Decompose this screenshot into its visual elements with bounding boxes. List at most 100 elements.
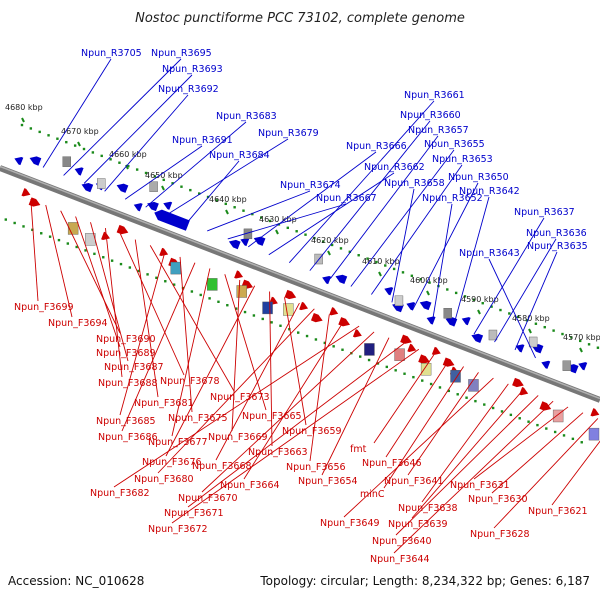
upper-track-dot: [29, 127, 33, 130]
forward-gene-shape: [590, 408, 600, 417]
upper-track-dot: [206, 195, 210, 199]
lower-track-dot: [403, 372, 406, 375]
upper-track-dot: [428, 281, 431, 284]
lower-track-dot: [483, 403, 486, 406]
forward-gene-label: Npun_F3656: [286, 462, 346, 473]
upper-track-dot: [384, 264, 387, 267]
forward-gene-shape: [418, 354, 430, 364]
lower-track-dot: [536, 423, 539, 427]
upper-track-dot: [304, 233, 307, 236]
upper-track-dot: [20, 123, 24, 127]
forward-leader-line: [551, 440, 600, 506]
lower-track-dot: [412, 375, 415, 379]
forward-gene-arrow: [512, 377, 524, 388]
backbone-line: [0, 165, 600, 403]
reverse-gene-shape: [133, 203, 143, 212]
kbp-tick-mark: [327, 250, 331, 256]
upper-track-dot: [242, 209, 245, 212]
reverse-gene-labels: Npun_R3705 Npun_R3695 Npun_R3693 Npun_R3692…: [81, 48, 588, 259]
upper-track-dot: [109, 158, 112, 161]
reverse-leader-line: [391, 188, 415, 303]
forward-gene-arrow: [159, 247, 169, 257]
upper-track-dot: [162, 178, 165, 182]
kbp-tick-mark: [21, 117, 25, 123]
forward-gene-arrow: [519, 387, 529, 396]
upper-track-dot: [330, 243, 334, 247]
reverse-gene-arrow: [147, 201, 159, 212]
forward-leader-line: [407, 372, 479, 476]
upper-track-dot: [215, 199, 219, 202]
reverse-gene-shape: [419, 300, 432, 311]
forward-gene-label: Npun_F3640: [372, 536, 432, 547]
lower-track-dot: [456, 393, 459, 396]
lower-track-dot: [234, 307, 238, 310]
forward-gene-label: Npun_F3641: [384, 476, 444, 487]
reverse-gene-arrow: [322, 275, 332, 285]
reverse-gene-arrow: [384, 287, 394, 296]
forward-leader-line: [157, 308, 315, 474]
lower-track-dot: [48, 235, 52, 238]
reverse-gene-label: Npun_R3637: [514, 207, 575, 218]
accession-text: Accession: NC_010628: [8, 574, 144, 588]
forward-gene-label: Npun_F3687: [104, 362, 164, 373]
lower-track-dot: [66, 242, 70, 245]
reverse-gene-shape: [81, 182, 94, 193]
forward-gene-label: minC: [360, 489, 385, 500]
forward-gene-label: Npun_F3639: [388, 519, 448, 530]
upper-track-dot: [171, 182, 174, 185]
forward-gene-arrow: [329, 307, 339, 316]
upper-track-dot: [224, 202, 227, 206]
lower-track-dot: [75, 245, 78, 249]
upper-track-dot: [73, 144, 77, 147]
upper-track-dot: [65, 140, 68, 144]
forward-leader-line: [473, 406, 569, 480]
upper-track-dot: [268, 219, 272, 223]
lower-track-dot: [527, 420, 530, 423]
upper-track-dot: [499, 308, 502, 312]
lower-track-dot: [172, 283, 176, 286]
reverse-gene-block: [528, 336, 538, 348]
forward-gene-shape: [519, 387, 529, 396]
forward-gene-arrow: [284, 289, 297, 300]
forward-leader-line: [373, 354, 435, 444]
reverse-gene-arrow: [419, 300, 432, 311]
forward-leader-line: [30, 199, 39, 302]
lower-track-dot: [137, 269, 140, 273]
kbp-tick-label: 4680 kbp: [5, 103, 43, 112]
lower-track-dot: [571, 437, 575, 441]
upper-track-dot: [357, 254, 360, 257]
forward-gene-label: Npun_F3638: [398, 503, 458, 514]
reverse-gene-shape: [384, 287, 394, 296]
lower-track-dot: [13, 221, 16, 225]
forward-gene-label: fmt: [350, 444, 367, 455]
reverse-gene-arrow: [240, 237, 250, 247]
upper-track-dot: [508, 312, 511, 315]
forward-gene-arrow: [21, 188, 31, 197]
forward-gene-arrow: [400, 334, 412, 344]
forward-gene-labels: Npun_F3699 Npun_F3694 Npun_F3690 Npun_F3689…: [14, 302, 588, 565]
forward-leader-line: [231, 279, 241, 432]
forward-gene-arrow: [431, 346, 441, 356]
forward-gene-label: Npun_F3631: [450, 480, 510, 491]
reverse-leader-line: [432, 203, 453, 319]
forward-gene-label: Npun_F3682: [90, 488, 150, 499]
lower-track-dot: [296, 331, 300, 334]
lower-track-dot: [190, 290, 194, 293]
reverse-gene-shape: [14, 156, 24, 166]
lower-track-dot: [102, 256, 105, 259]
upper-track-dot: [587, 343, 591, 346]
upper-track-dot: [180, 185, 183, 188]
reverse-gene-label: Npun_R3667: [316, 193, 377, 204]
reverse-leader-line: [268, 172, 395, 256]
upper-track-dot: [260, 216, 263, 219]
lower-track-dot: [146, 273, 149, 276]
reverse-leader-line: [63, 58, 182, 176]
reverse-gene-block: [443, 308, 452, 319]
kbp-tick-mark: [225, 209, 229, 215]
forward-leader-line: [411, 389, 524, 519]
kbp-tick-label: 4650 kbp: [145, 171, 183, 180]
reverse-leader-line: [207, 190, 311, 232]
lower-track-dot: [252, 314, 256, 317]
upper-track-dot: [38, 130, 41, 134]
kbp-tick-label: 4580 kbp: [512, 314, 550, 323]
